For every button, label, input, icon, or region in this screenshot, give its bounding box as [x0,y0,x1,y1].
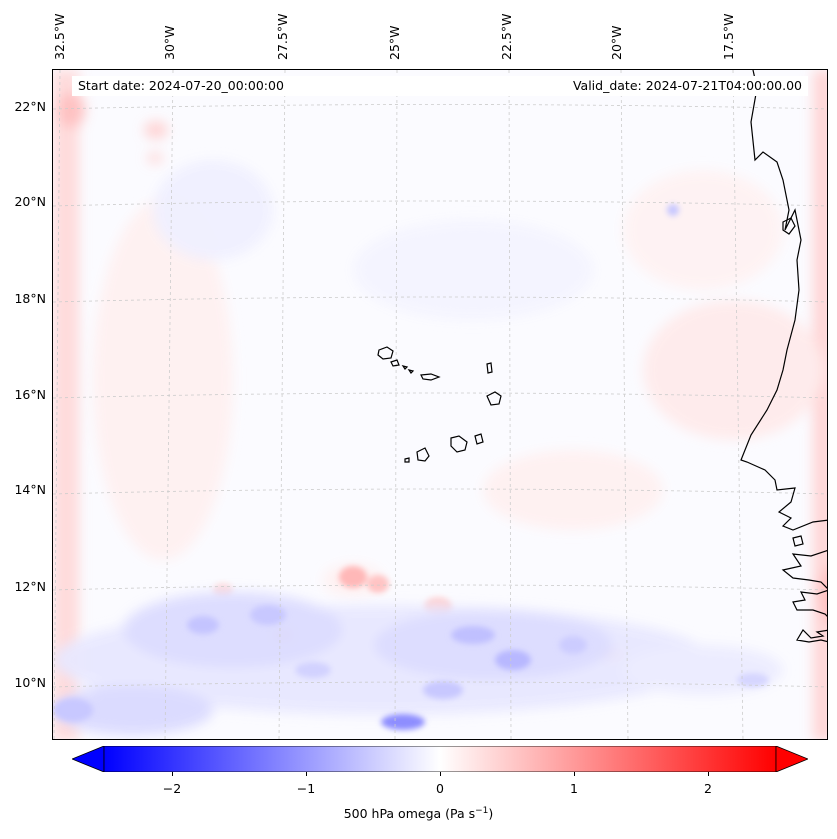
colorbar-min-extend [70,745,105,773]
cb-tick-label-neg2: −2 [162,781,182,796]
lon-label-22-5w: 22.5°W [499,13,514,60]
cb-tickmark-neg2 [172,772,173,776]
start-date-text: Start date: 2024-07-20_00:00:00 [78,78,284,93]
lat-label-18n: 18°N [14,291,46,306]
omega-field-map [53,70,827,739]
coast-detail-2 [792,535,804,547]
colorbar-label-text: 500 hPa omega (Pa s [343,806,476,822]
date-info-bar: Start date: 2024-07-20_00:00:00 Valid_da… [72,76,808,96]
colorbar-label-close: ) [488,806,494,822]
cb-tickmark-2 [708,772,709,776]
negative-omega-zones [53,160,783,735]
lat-label-12n: 12°N [14,579,46,594]
colorbar-max-extend [775,745,810,773]
graticule [53,70,827,739]
colorbar-gradient [103,745,777,773]
cb-tick-label-neg1: −1 [296,781,316,796]
lon-label-32-5w: 32.5°W [52,13,67,60]
coast-detail-1 [782,217,796,235]
lat-label-20n: 20°N [14,194,46,209]
valid-date-text: Valid_date: 2024-07-21T04:00:00.00 [572,78,802,93]
lon-label-25w: 25°W [387,25,402,60]
cb-tickmark-0 [440,772,441,776]
lat-label-16n: 16°N [14,387,46,402]
colorbar-label-exponent: −1 [475,806,489,816]
lon-label-30w: 30°W [162,25,177,60]
lat-label-14n: 14°N [14,482,46,497]
cb-tickmark-1 [574,772,575,776]
colorbar [70,745,810,773]
cb-tick-label-0: 0 [436,781,444,796]
cabo-verde-islands [377,346,502,463]
africa-coastline [740,70,827,643]
lon-label-20w: 20°W [609,25,624,60]
colorbar-label: 500 hPa omega (Pa s−1) [0,806,837,821]
colorbar-svg [70,745,810,773]
positive-omega-zones [53,70,827,739]
lon-label-17-5w: 17.5°W [721,13,736,60]
lon-label-27-5w: 27.5°W [275,13,290,60]
lat-label-10n: 10°N [14,675,46,690]
map-panel[interactable] [52,69,828,740]
negative-omega-cells [53,204,769,730]
cb-tick-label-1: 1 [570,781,578,796]
cb-tick-label-2: 2 [704,781,712,796]
lat-label-22n: 22°N [14,99,46,114]
cb-tickmark-neg1 [306,772,307,776]
